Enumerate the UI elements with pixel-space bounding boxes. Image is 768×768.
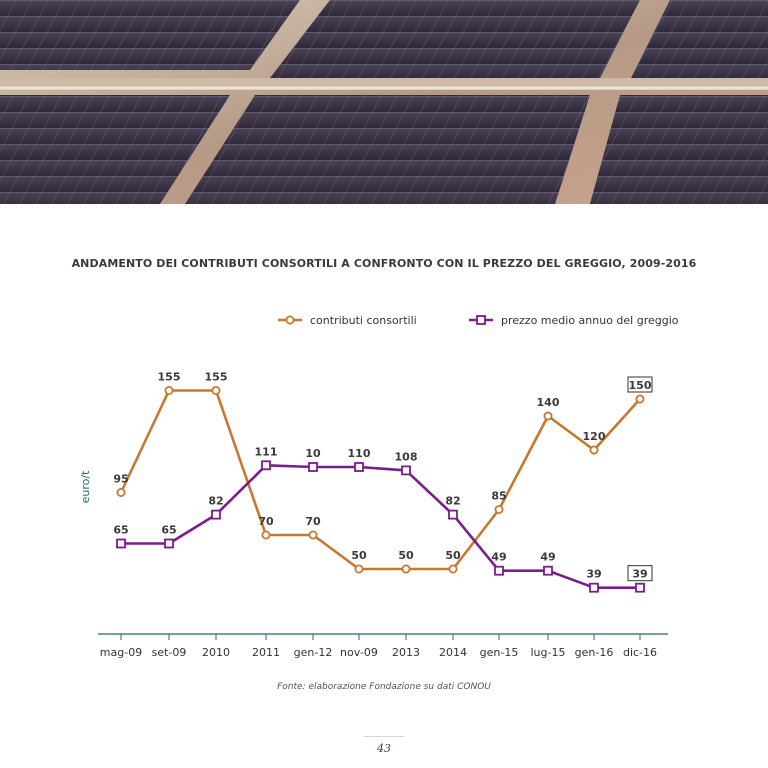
data-point: [211, 509, 221, 520]
data-label: 155: [158, 371, 181, 384]
data-point: [261, 460, 271, 471]
y-axis-label: euro/t: [79, 470, 92, 503]
data-point: [164, 538, 174, 549]
data-point: [635, 582, 645, 593]
data-point: [308, 462, 318, 472]
data-label: 50: [445, 549, 461, 562]
x-tick-label: gen-12: [294, 646, 333, 659]
legend-greggio: prezzo medio annuo del greggio: [469, 314, 679, 327]
data-label: 70: [305, 515, 321, 528]
data-point: [589, 445, 599, 455]
data-label: 150: [629, 379, 652, 392]
x-tick-label: nov-09: [340, 646, 378, 659]
x-tick-label: gen-15: [480, 646, 519, 659]
data-point: [494, 565, 504, 576]
data-label: 110: [348, 447, 371, 460]
data-label: 155: [205, 371, 228, 384]
data-label: 49: [540, 551, 555, 564]
data-point: [448, 509, 458, 520]
data-point: [116, 487, 126, 497]
x-axis-ticks: mag-09 set-09 2010 2011 gen-12 nov-09 2013 2014…: [100, 634, 657, 659]
data-point: [494, 504, 504, 514]
data-label: 140: [537, 396, 560, 409]
data-point: [116, 538, 126, 549]
data-label: 82: [445, 495, 460, 508]
source-note: Fonte: elaborazione Fondazione su dati C…: [277, 682, 491, 692]
data-point: [401, 564, 411, 574]
solar-panels-photo: [0, 0, 768, 204]
data-label-box: [627, 565, 653, 582]
data-label: 95: [113, 473, 128, 486]
data-label: 50: [351, 549, 367, 562]
series-contributi-consortili: 95 155 155 70 70 50 50 50 85 140 120 150: [113, 371, 653, 574]
data-point: [211, 385, 221, 395]
data-point: [589, 582, 599, 593]
x-tick-label: 2011: [252, 646, 280, 659]
legend: contributi consortili prezzo medio annuo …: [278, 314, 679, 327]
chart-title: ANDAMENTO DEI CONTRIBUTI CONSORTILI A CO…: [71, 257, 697, 270]
data-label: 39: [586, 568, 601, 581]
x-tick-label: 2014: [439, 646, 467, 659]
data-point: [448, 564, 458, 574]
x-tick-label: dic-16: [623, 646, 657, 659]
data-label: 120: [583, 430, 606, 443]
data-point: [354, 462, 364, 472]
series-prezzo-greggio: 65 65 82 111 10 110 108 82 49 49 39 39: [113, 445, 653, 593]
x-tick-label: 2013: [392, 646, 420, 659]
series-line: [119, 389, 641, 571]
legend-contributi: contributi consortili: [278, 314, 417, 327]
x-tick-label: gen-16: [575, 646, 614, 659]
data-point: [543, 565, 553, 576]
data-point: [308, 530, 318, 540]
data-label: 108: [395, 450, 418, 463]
data-point: [401, 465, 411, 476]
data-label: 10: [305, 447, 321, 460]
x-tick-label: 2010: [202, 646, 230, 659]
data-label: 70: [258, 515, 274, 528]
data-label: 50: [398, 549, 414, 562]
data-label: 85: [491, 490, 506, 503]
legend-marker: [476, 315, 486, 325]
x-tick-label: mag-09: [100, 646, 142, 659]
data-label: 82: [208, 495, 223, 508]
series-line: [121, 463, 640, 590]
data-point: [543, 411, 553, 421]
series-layer: 95 155 155 70 70 50 50 50 85 140 120 150 65 65 82 111 10…: [113, 371, 653, 593]
legend-marker: [285, 315, 295, 325]
data-label: 65: [113, 524, 128, 537]
legend-label: contributi consortili: [310, 314, 417, 327]
data-label: 65: [161, 524, 176, 537]
data-point: [635, 394, 645, 404]
page-number-rule: [364, 736, 404, 737]
legend-label: prezzo medio annuo del greggio: [501, 314, 679, 327]
data-point: [354, 564, 364, 574]
data-label-box: [627, 376, 653, 393]
data-label: 39: [632, 568, 647, 581]
data-label: 49: [491, 551, 506, 564]
data-point: [261, 530, 271, 540]
page-number: 43: [377, 742, 391, 755]
x-tick-label: lug-15: [531, 646, 566, 659]
data-label: 111: [255, 445, 278, 458]
line-chart: euro/t contributi consortili prezzo medio…: [79, 314, 679, 659]
data-point: [164, 385, 174, 395]
x-tick-label: set-09: [152, 646, 187, 659]
